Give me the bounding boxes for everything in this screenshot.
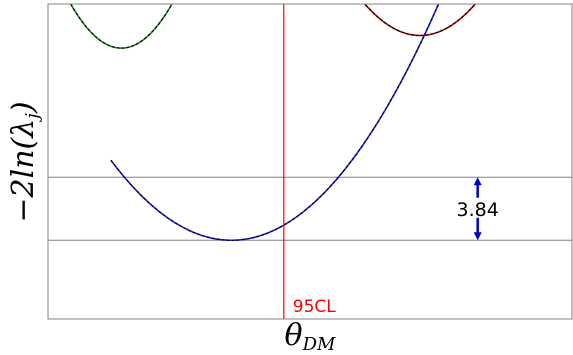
series-line-0 xyxy=(111,0,572,240)
delta-annotation: 3.84 xyxy=(457,177,499,240)
annotation-arrow-up-head xyxy=(474,177,482,185)
annotation-label: 3.84 xyxy=(457,199,499,221)
y-axis-label-main: −2ln(λ xyxy=(6,119,41,223)
x-axis-label-sub: DM xyxy=(302,334,336,355)
plot-frame xyxy=(48,4,572,319)
series-line-1 xyxy=(64,0,174,48)
y-axis-label: −2ln(λj) xyxy=(6,101,43,222)
series-dashed-line-0 xyxy=(111,0,572,240)
cl-label: 95CL xyxy=(293,297,337,317)
series-line-2 xyxy=(362,1,477,35)
annotation-arrow-down-head xyxy=(474,232,482,240)
x-axis-label-main: θ xyxy=(285,318,303,353)
series-dashed-line-1 xyxy=(64,0,174,48)
y-axis-label-close: ) xyxy=(6,101,41,114)
x-axis-label: θDM xyxy=(285,318,336,355)
